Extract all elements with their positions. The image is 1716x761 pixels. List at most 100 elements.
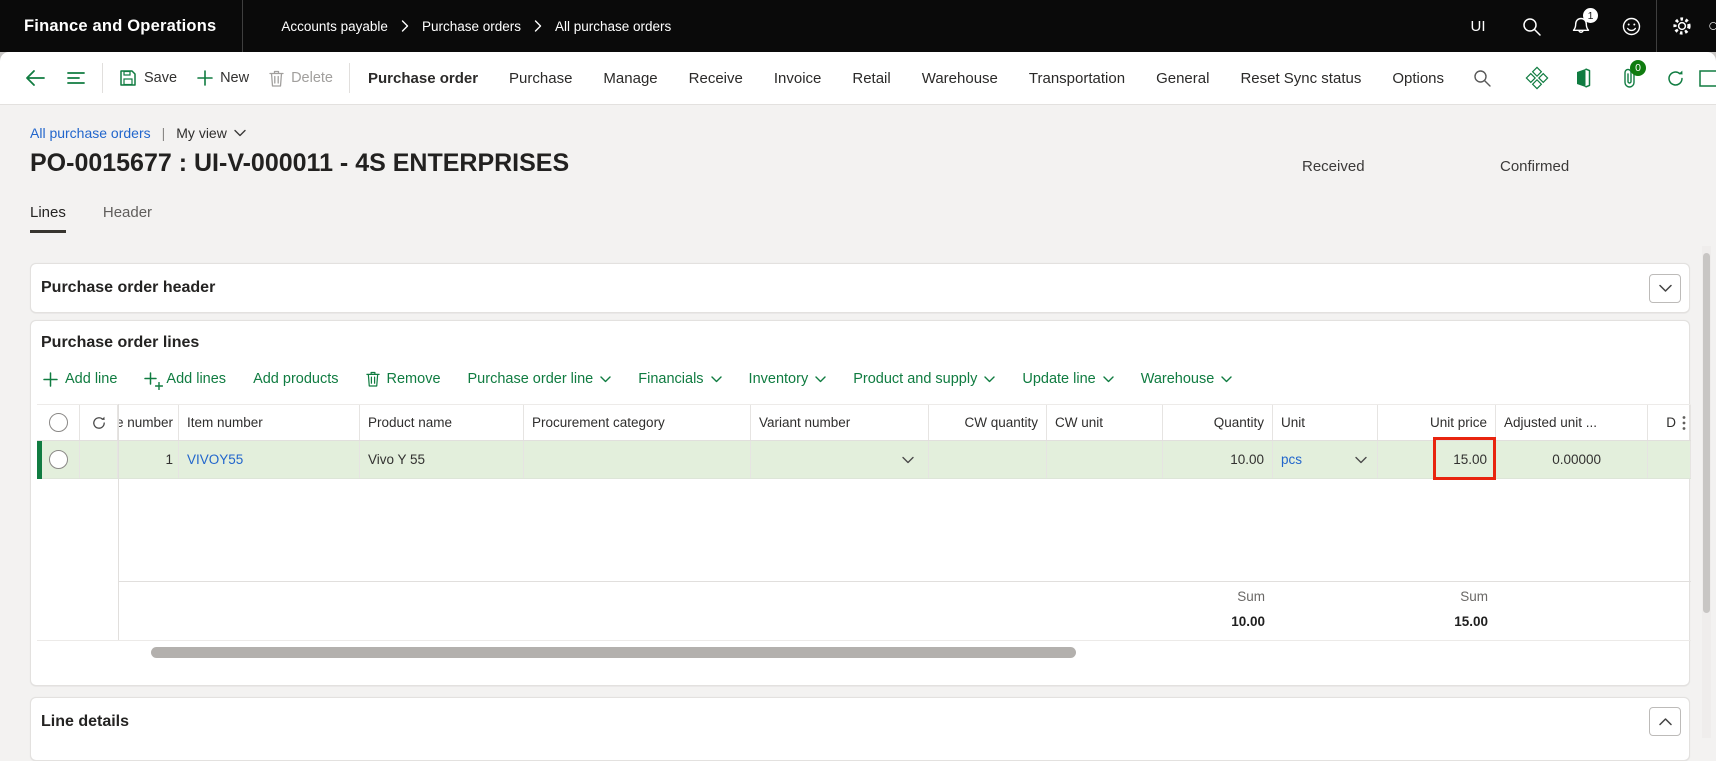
all-purchase-orders-link[interactable]: All purchase orders (30, 125, 151, 141)
product-and-supply-menu[interactable]: Product and supply (853, 371, 996, 387)
maximize-window-icon[interactable] (1698, 52, 1716, 104)
unit-link[interactable]: pcs (1281, 452, 1303, 467)
inventory-label: Inventory (748, 371, 809, 387)
column-header-adjusted-unit[interactable]: Adjusted unit ... (1496, 405, 1648, 440)
site-map-menu-icon[interactable] (56, 60, 96, 96)
office-app-icon[interactable] (1560, 52, 1606, 104)
vertical-scrollbar[interactable] (1703, 253, 1710, 613)
settings-gear-icon[interactable] (1657, 0, 1707, 52)
tab-manage[interactable]: Manage (603, 69, 658, 87)
add-lines-label: Add lines (166, 371, 227, 387)
tab-general[interactable]: General (1156, 69, 1210, 87)
tab-options[interactable]: Options (1392, 69, 1445, 87)
column-header-d-label: D (1666, 415, 1676, 430)
delete-button-label: Delete (291, 70, 333, 86)
save-button[interactable]: Save (109, 60, 187, 96)
new-button-label: New (220, 70, 250, 86)
breadcrumb-page[interactable]: All purchase orders (555, 18, 672, 34)
new-button[interactable]: New (187, 60, 259, 96)
back-button[interactable] (14, 60, 56, 96)
cell-cw-unit[interactable] (1047, 441, 1163, 478)
quantity-sum-value: 10.00 (1231, 614, 1265, 629)
delete-button[interactable]: Delete (259, 60, 343, 96)
cell-variant-number[interactable] (751, 441, 929, 478)
cell-item-number[interactable]: VIVOY55 (179, 441, 360, 478)
column-header-line-number[interactable]: e number (118, 405, 179, 440)
column-header-unit-price[interactable]: Unit price (1378, 405, 1496, 440)
grid-row-selected[interactable]: 1 VIVOY55 Vivo Y 55 10.00 pcs 15.00 0.00… (37, 441, 1691, 479)
row-refresh-cell (80, 441, 118, 478)
inventory-menu[interactable]: Inventory (749, 371, 827, 387)
cell-adjusted-unit[interactable]: 0.00000 (1496, 441, 1648, 478)
tab-invoice[interactable]: Invoice (773, 69, 822, 87)
chevron-down-icon[interactable] (1355, 456, 1367, 464)
column-header-product-name[interactable]: Product name (360, 405, 524, 440)
column-header-item-number[interactable]: Item number (179, 405, 360, 440)
commandbar-search-icon[interactable] (1472, 68, 1492, 88)
update-line-menu[interactable]: Update line (1022, 371, 1114, 387)
notifications-bell-icon[interactable]: 1 (1556, 0, 1606, 52)
column-header-d[interactable]: D (1648, 405, 1691, 440)
warehouse-label: Warehouse (1140, 371, 1215, 387)
column-options-icon[interactable] (1682, 415, 1686, 431)
add-lines-button[interactable]: Add lines (144, 371, 227, 390)
breadcrumb-area[interactable]: Purchase orders (421, 18, 521, 34)
tab-receive[interactable]: Receive (688, 69, 743, 87)
cell-quantity[interactable]: 10.00 (1163, 441, 1273, 478)
tab-warehouse[interactable]: Warehouse (921, 69, 998, 87)
cell-d[interactable] (1648, 441, 1691, 478)
tab-purchase-order[interactable]: Purchase order (368, 69, 479, 87)
refresh-column-header[interactable] (80, 405, 118, 440)
financials-label: Financials (638, 371, 704, 387)
grid-header-row: e number Item number Product name Procur… (37, 404, 1691, 441)
row-select-checkbox[interactable] (37, 441, 80, 478)
add-line-button[interactable]: Add line (43, 371, 117, 387)
purchase-order-line-menu[interactable]: Purchase order line (468, 371, 612, 387)
add-products-button[interactable]: Add products (253, 371, 338, 387)
dynamics-diamond-icon[interactable] (1514, 52, 1560, 104)
tab-retail[interactable]: Retail (852, 69, 891, 87)
expand-section-button[interactable] (1649, 274, 1681, 303)
item-number-link[interactable]: VIVOY55 (187, 452, 244, 467)
search-icon[interactable] (1506, 0, 1556, 52)
breadcrumb-module[interactable]: Accounts payable (281, 18, 388, 34)
top-navigation-bar: Finance and Operations Accounts payable … (0, 0, 1716, 52)
tab-transportation[interactable]: Transportation (1028, 69, 1126, 87)
column-header-unit[interactable]: Unit (1273, 405, 1378, 440)
financials-menu[interactable]: Financials (638, 371, 722, 387)
app-title[interactable]: Finance and Operations (24, 16, 217, 35)
attachments-paperclip-icon[interactable]: 0 (1606, 52, 1652, 104)
trash-icon (365, 371, 380, 387)
cell-product-name[interactable]: Vivo Y 55 (360, 441, 524, 478)
refresh-icon[interactable] (1652, 52, 1698, 104)
feedback-smiley-icon[interactable] (1606, 0, 1656, 52)
cell-procurement-category[interactable] (524, 441, 751, 478)
tab-lines[interactable]: Lines (30, 204, 66, 233)
column-header-cw-unit[interactable]: CW unit (1047, 405, 1163, 440)
page-pivot-tabs: Lines Header (30, 204, 1716, 233)
collapse-section-button[interactable] (1649, 707, 1681, 736)
chevron-right-icon (401, 20, 409, 32)
tab-purchase[interactable]: Purchase (509, 69, 573, 87)
view-selector[interactable]: My view (176, 125, 246, 141)
column-header-cw-quantity[interactable]: CW quantity (929, 405, 1047, 440)
column-header-variant-number[interactable]: Variant number (751, 405, 929, 440)
title-row: PO-0015677 : UI-V-000011 - 4S ENTERPRISE… (30, 149, 1716, 183)
warehouse-menu[interactable]: Warehouse (1141, 371, 1233, 387)
horizontal-scrollbar[interactable] (151, 647, 1076, 658)
cell-unit[interactable]: pcs (1273, 441, 1378, 478)
chevron-down-icon[interactable] (902, 456, 914, 464)
tab-reset-sync-status[interactable]: Reset Sync status (1240, 69, 1362, 87)
lines-action-bar: Add line Add lines Add products Remove P… (43, 365, 1689, 393)
cell-cw-quantity[interactable] (929, 441, 1047, 478)
attachment-count-badge: 0 (1630, 60, 1646, 76)
select-all-checkbox[interactable] (37, 405, 80, 440)
unit-price-sum-label: Sum (1460, 589, 1488, 604)
remove-button[interactable]: Remove (365, 371, 441, 387)
chevron-down-icon (984, 375, 996, 383)
chevron-right-icon (534, 20, 542, 32)
help-icon-partial[interactable] (1707, 0, 1716, 52)
column-header-quantity[interactable]: Quantity (1163, 405, 1273, 440)
column-header-procurement-category[interactable]: Procurement category (524, 405, 751, 440)
tab-header[interactable]: Header (102, 204, 153, 221)
